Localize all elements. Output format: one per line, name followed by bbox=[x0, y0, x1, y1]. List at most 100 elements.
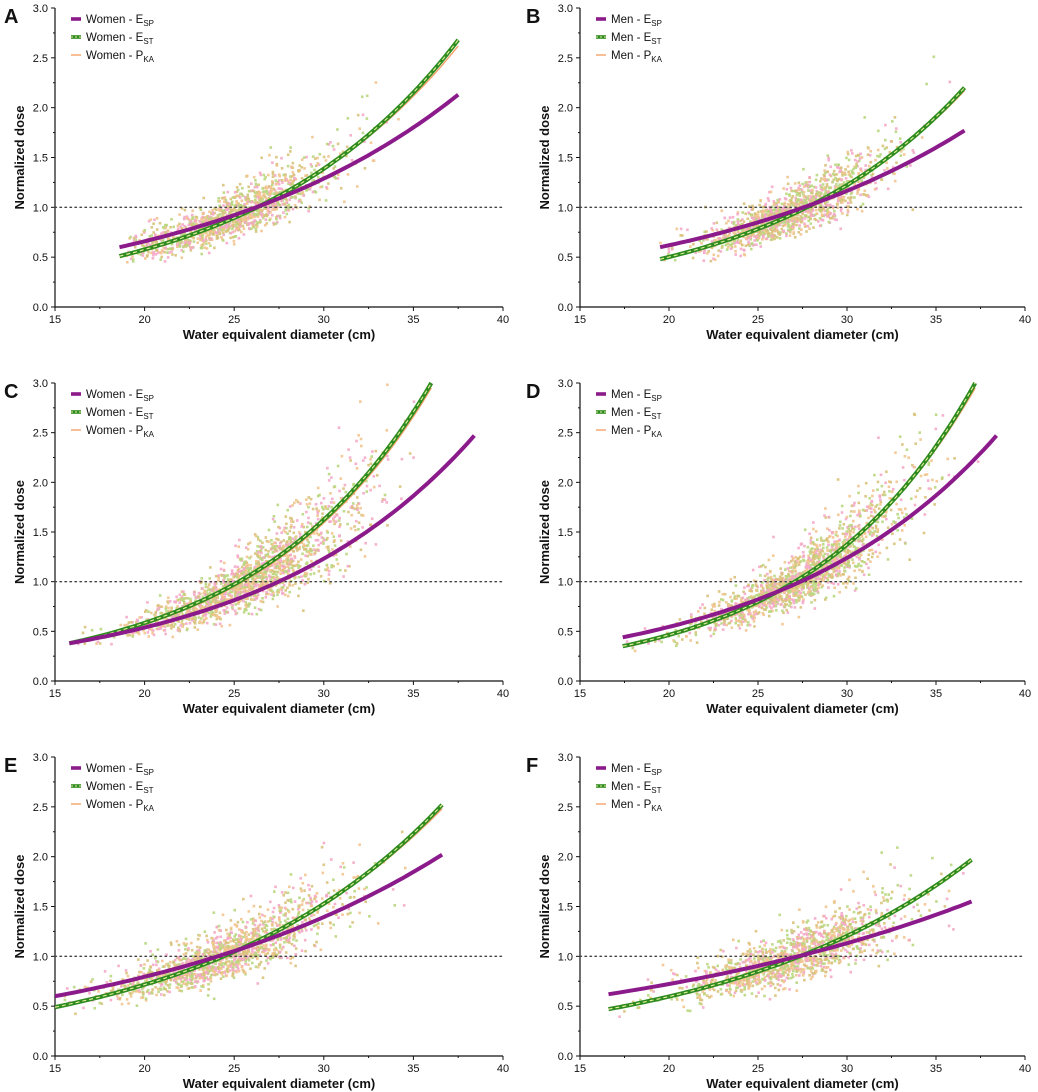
data-point bbox=[189, 597, 192, 601]
data-point bbox=[83, 625, 87, 629]
data-point bbox=[749, 220, 752, 223]
data-point bbox=[822, 557, 826, 561]
data-point bbox=[778, 198, 782, 201]
data-point bbox=[319, 575, 323, 578]
data-point bbox=[717, 236, 720, 240]
data-point bbox=[852, 582, 855, 585]
data-point bbox=[768, 605, 772, 608]
data-point bbox=[710, 246, 714, 250]
data-point bbox=[293, 556, 297, 559]
data-point bbox=[885, 161, 888, 164]
data-point bbox=[860, 179, 863, 182]
data-point bbox=[182, 590, 185, 593]
data-point bbox=[177, 620, 180, 623]
data-point bbox=[886, 167, 889, 170]
data-point bbox=[205, 621, 209, 625]
data-point bbox=[164, 632, 167, 636]
data-point bbox=[260, 214, 264, 218]
data-point bbox=[840, 198, 844, 201]
data-point bbox=[724, 243, 728, 247]
data-point bbox=[772, 208, 775, 212]
data-point bbox=[352, 483, 355, 487]
data-point bbox=[827, 156, 830, 160]
data-point bbox=[255, 225, 259, 228]
data-point bbox=[228, 581, 232, 584]
data-point bbox=[166, 256, 170, 259]
data-point bbox=[147, 241, 150, 245]
data-point bbox=[334, 177, 338, 180]
data-point bbox=[750, 234, 753, 237]
legend-subscript: KA bbox=[143, 55, 154, 64]
data-point bbox=[259, 544, 263, 548]
data-point bbox=[285, 526, 288, 530]
data-point bbox=[271, 517, 275, 521]
data-point bbox=[264, 560, 268, 563]
data-point bbox=[321, 505, 324, 509]
data-point bbox=[330, 565, 333, 569]
data-point bbox=[846, 208, 850, 212]
data-point bbox=[793, 182, 797, 185]
data-point bbox=[902, 153, 906, 156]
data-point bbox=[766, 235, 770, 238]
data-point bbox=[710, 240, 714, 243]
data-point bbox=[252, 213, 256, 216]
data-point bbox=[744, 244, 748, 248]
fit-line-est-dash bbox=[659, 87, 965, 260]
data-point bbox=[847, 170, 850, 173]
data-point bbox=[110, 642, 113, 646]
data-point bbox=[847, 205, 850, 208]
data-point bbox=[304, 571, 307, 575]
data-point bbox=[316, 156, 319, 160]
data-point bbox=[302, 156, 306, 159]
x-tick-label: 40 bbox=[1019, 314, 1031, 326]
data-point bbox=[273, 174, 277, 177]
data-point bbox=[213, 583, 216, 586]
data-point bbox=[284, 173, 287, 176]
data-point bbox=[190, 213, 194, 217]
data-point bbox=[239, 208, 243, 211]
data-point bbox=[859, 193, 862, 197]
data-point bbox=[846, 205, 849, 208]
data-point bbox=[348, 565, 351, 568]
data-point bbox=[282, 546, 286, 549]
data-point bbox=[244, 568, 248, 572]
data-point bbox=[844, 168, 847, 171]
data-point bbox=[316, 514, 319, 517]
scatter-points bbox=[77, 383, 416, 646]
data-point bbox=[253, 606, 257, 609]
data-point bbox=[823, 169, 826, 172]
data-point bbox=[314, 164, 318, 168]
data-point bbox=[98, 642, 102, 645]
data-point bbox=[866, 193, 869, 197]
data-point bbox=[706, 252, 709, 255]
data-point bbox=[801, 218, 804, 221]
data-point bbox=[809, 594, 813, 597]
data-point bbox=[877, 543, 880, 547]
data-point bbox=[732, 222, 735, 225]
data-point bbox=[336, 562, 340, 566]
data-point bbox=[184, 245, 188, 248]
data-point bbox=[161, 239, 164, 243]
data-point bbox=[247, 197, 251, 201]
data-point bbox=[326, 507, 330, 511]
data-point bbox=[726, 242, 730, 245]
data-point bbox=[202, 212, 205, 215]
data-point bbox=[282, 173, 285, 177]
data-point bbox=[240, 590, 243, 594]
data-point bbox=[240, 565, 244, 569]
data-point bbox=[200, 238, 203, 241]
data-point bbox=[348, 456, 352, 459]
x-tick-label: 25 bbox=[752, 314, 764, 326]
data-point bbox=[246, 548, 250, 551]
data-point bbox=[158, 594, 162, 597]
data-point bbox=[207, 583, 211, 586]
data-point bbox=[304, 575, 307, 578]
data-point bbox=[261, 589, 265, 593]
data-point bbox=[174, 600, 177, 603]
data-point bbox=[762, 233, 765, 237]
data-point bbox=[142, 629, 145, 632]
data-point bbox=[827, 540, 830, 544]
data-point bbox=[278, 216, 282, 220]
data-point bbox=[274, 548, 278, 551]
data-point bbox=[718, 237, 721, 240]
